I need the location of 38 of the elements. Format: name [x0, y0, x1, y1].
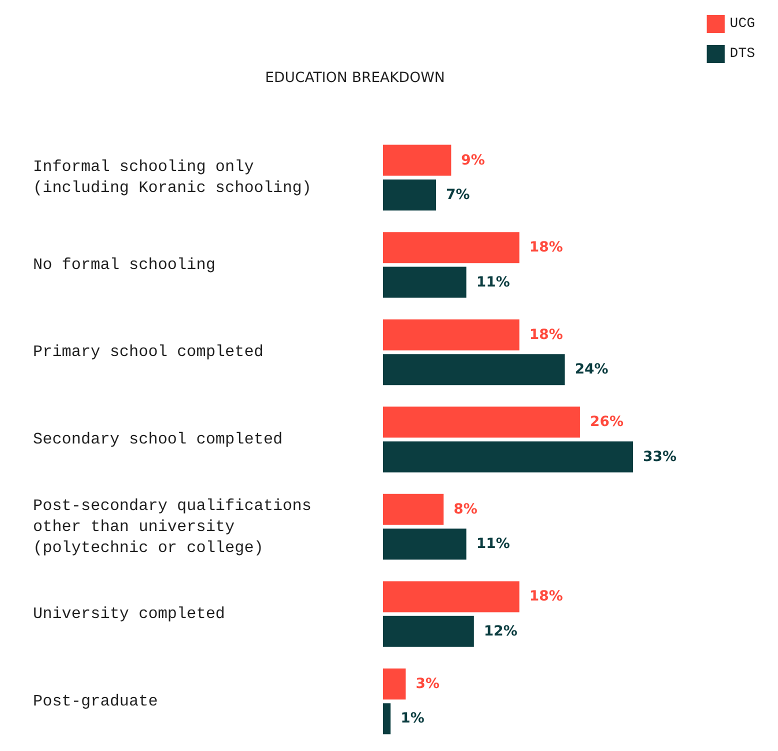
data-label: 11% — [476, 536, 510, 552]
data-label: 8% — [454, 501, 478, 518]
bar — [383, 441, 633, 472]
chart-title: EDUCATION BREAKDOWN — [265, 70, 445, 86]
y-tick-label: Post-graduate — [33, 692, 158, 710]
bar — [383, 616, 474, 647]
y-tick-label: Informal schooling only (including Koranic schooling) — [33, 158, 312, 198]
data-label: 18% — [529, 588, 563, 605]
bar — [383, 144, 452, 176]
data-label: 26% — [590, 414, 624, 430]
data-label: 24% — [574, 362, 608, 378]
data-label: 33% — [643, 448, 677, 465]
y-tick-label: Secondary school completed — [33, 430, 283, 448]
bar — [383, 180, 436, 211]
data-label: 12% — [484, 623, 518, 640]
bar — [383, 266, 466, 298]
bar — [383, 494, 444, 525]
data-label: 3% — [416, 676, 440, 692]
bar — [383, 668, 406, 700]
bar — [383, 319, 520, 350]
bar — [383, 581, 520, 612]
legend-label: UCG — [730, 16, 756, 32]
data-label: 18% — [529, 326, 563, 343]
y-tick-label: Primary school completed — [33, 343, 264, 362]
y-tick-label: Post-secondary qualifications other than university (polytechnic or college) — [33, 496, 322, 557]
bar — [383, 354, 565, 386]
bar — [383, 406, 580, 438]
data-label: 7% — [446, 187, 470, 204]
data-label: 11% — [476, 274, 510, 290]
y-tick-label: No formal schooling — [33, 256, 216, 274]
bar — [383, 232, 520, 264]
data-label: 18% — [529, 240, 563, 256]
legend-label: DTS — [730, 46, 756, 62]
y-tick-label: University completed — [33, 605, 226, 624]
data-label: 9% — [461, 152, 485, 168]
data-label: 1% — [400, 710, 424, 727]
bar — [383, 528, 466, 560]
bar — [383, 703, 391, 734]
